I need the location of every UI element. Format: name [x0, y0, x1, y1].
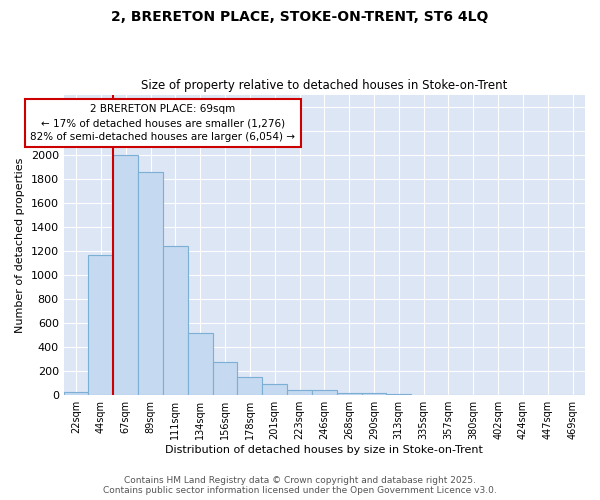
Bar [287, 390, 312, 395]
Bar [386, 394, 411, 395]
Bar [337, 393, 362, 395]
Bar [88, 254, 113, 395]
Bar [188, 332, 212, 395]
Bar [113, 154, 138, 395]
Text: 2, BRERETON PLACE, STOKE-ON-TRENT, ST6 4LQ: 2, BRERETON PLACE, STOKE-ON-TRENT, ST6 4… [112, 10, 488, 24]
Title: Size of property relative to detached houses in Stoke-on-Trent: Size of property relative to detached ho… [141, 79, 508, 92]
Text: Contains HM Land Registry data © Crown copyright and database right 2025.
Contai: Contains HM Land Registry data © Crown c… [103, 476, 497, 495]
Bar [312, 390, 337, 395]
Bar [64, 392, 88, 395]
Bar [212, 362, 238, 395]
Bar [362, 394, 386, 395]
Bar [238, 376, 262, 395]
Bar [163, 246, 188, 395]
Text: 2 BRERETON PLACE: 69sqm
← 17% of detached houses are smaller (1,276)
82% of semi: 2 BRERETON PLACE: 69sqm ← 17% of detache… [31, 104, 295, 142]
Bar [411, 394, 436, 395]
Bar [138, 172, 163, 395]
Bar [262, 384, 287, 395]
Y-axis label: Number of detached properties: Number of detached properties [15, 157, 25, 332]
X-axis label: Distribution of detached houses by size in Stoke-on-Trent: Distribution of detached houses by size … [166, 445, 483, 455]
